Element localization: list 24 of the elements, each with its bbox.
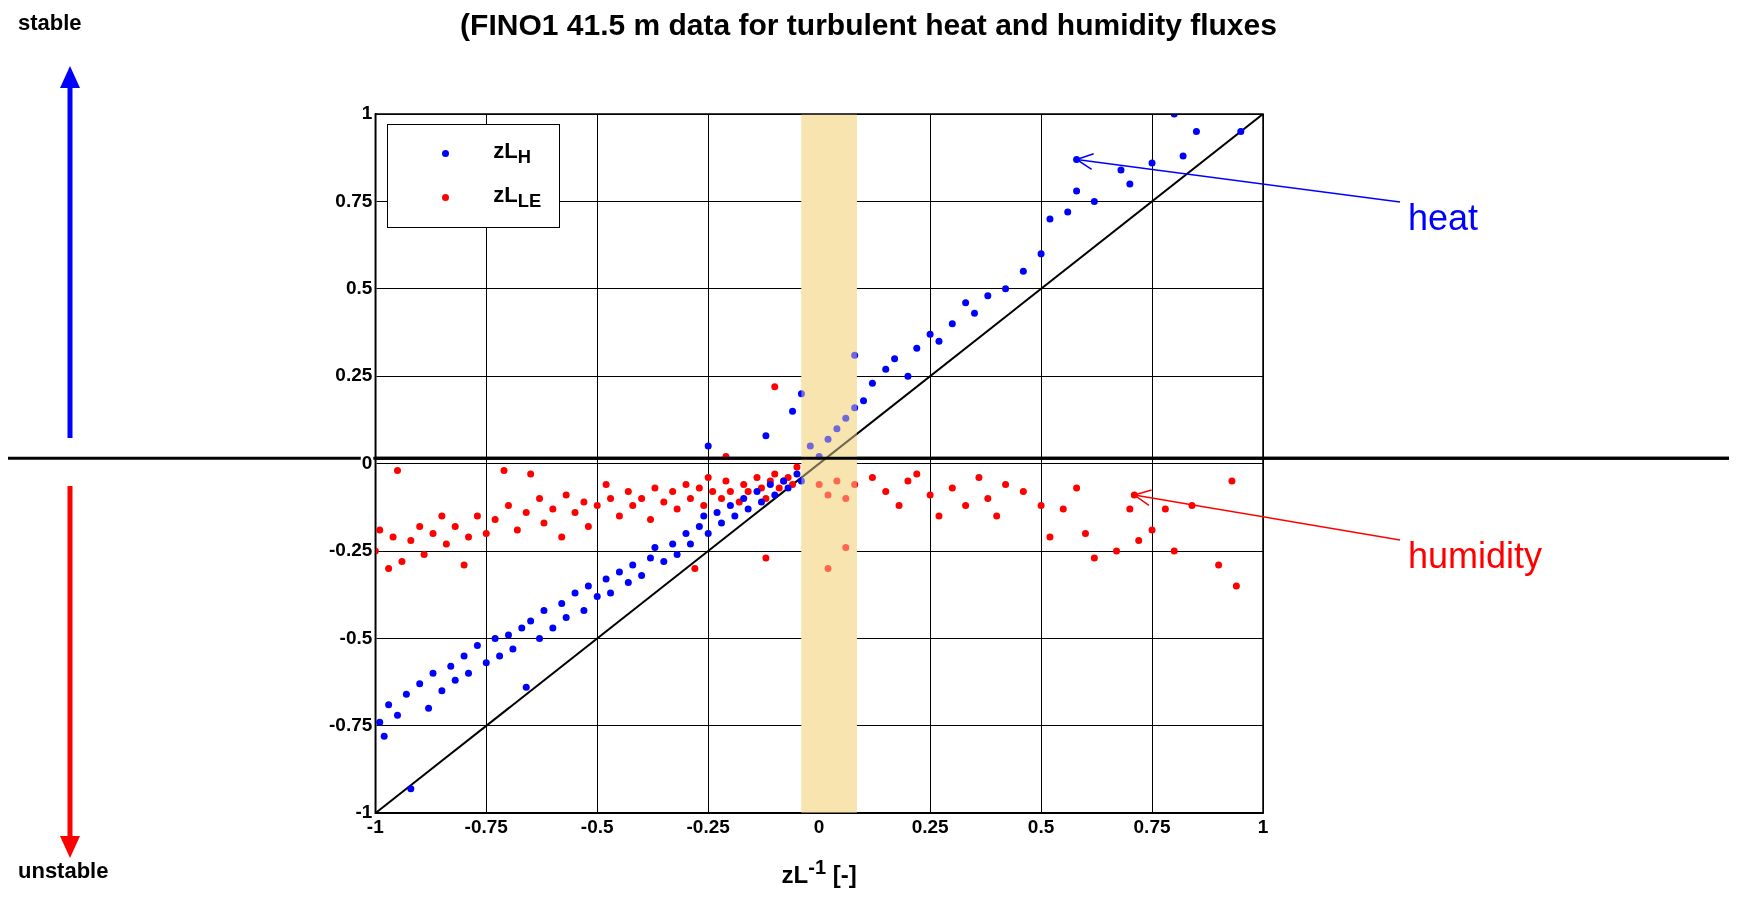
x-tick-label: 0.75: [1133, 815, 1171, 837]
y-tick-label: 0: [361, 451, 373, 473]
legend-label: zL$_{H}$: [493, 137, 531, 169]
y-tick-label: 0.75: [335, 189, 373, 211]
x-tick-label: 1: [1257, 815, 1269, 837]
x-axis-title: zL$^{-1}$ [-]: [780, 856, 858, 889]
x-tick-label: -0.75: [464, 815, 509, 837]
annotation: heat: [1408, 196, 1479, 238]
annotation: humidity: [1408, 534, 1543, 576]
x-tick-label: 0: [813, 815, 825, 837]
y-tick-label: -0.75: [328, 714, 373, 736]
y-tick-label: -0.5: [339, 626, 373, 648]
chart-title: (FINO1 41.5 m data for turbulent heat and humidity fluxes: [460, 8, 1277, 41]
text: stable: [18, 10, 82, 36]
y-tick-label: -0.25: [328, 539, 373, 561]
x-tick-label: 0.25: [911, 815, 950, 837]
text: unstable: [18, 858, 109, 884]
x-tick-label: -0.25: [686, 815, 731, 837]
x-tick-label: -0.5: [580, 815, 615, 837]
x-tick-label: 0.5: [1027, 815, 1055, 837]
y-tick-label: 0.25: [335, 364, 373, 386]
legend-label: zL$_{LE}$: [493, 181, 542, 213]
y-tick-label: 0.5: [345, 277, 373, 299]
y-tick-label: 1: [361, 102, 373, 124]
